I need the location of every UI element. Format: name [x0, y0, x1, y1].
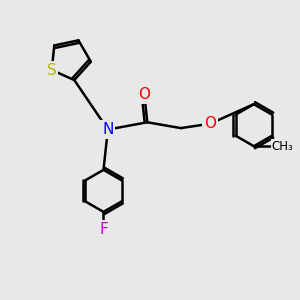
Text: CH₃: CH₃: [271, 140, 293, 153]
Text: F: F: [99, 222, 108, 237]
Text: N: N: [102, 122, 114, 137]
Text: S: S: [47, 62, 57, 77]
Text: O: O: [138, 87, 150, 102]
Text: O: O: [204, 116, 216, 131]
